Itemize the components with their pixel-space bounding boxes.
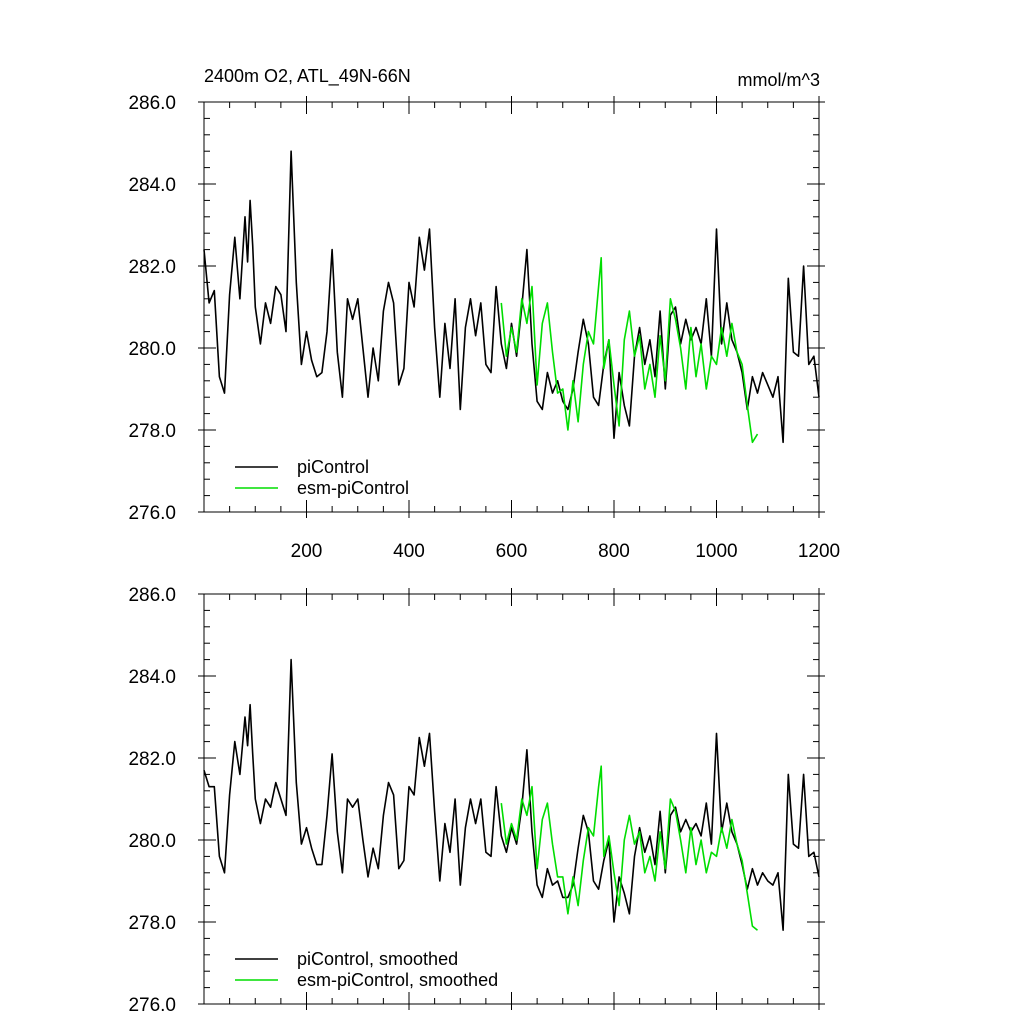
x-tick-label: 1000 [695,541,737,562]
series-line-picontrol [203,150,820,444]
bottom-tick-marks [198,588,825,1010]
y-tick-label: 284.0 [128,667,176,688]
bottom-plot-frame [203,593,820,1005]
y-tick-label: 286.0 [128,585,176,606]
top-series-lines [203,150,820,444]
top-tick-marks [198,96,825,518]
y-tick-label: 278.0 [128,421,176,442]
y-tick-label: 282.0 [128,257,176,278]
y-tick-label: 286.0 [128,93,176,114]
legend-label: esm-piControl [297,478,409,498]
bottom-y-tick-labels: 286.0 284.0 282.0 280.0 278.0 276.0 [128,585,176,1016]
y-tick-label: 276.0 [128,995,176,1016]
legend-label: esm-piControl, smoothed [297,970,498,990]
y-tick-label: 280.0 [128,339,176,360]
x-tick-label: 200 [291,541,323,562]
y-tick-label: 278.0 [128,913,176,934]
top-x-tick-labels: 200 400 600 800 1000 1200 [291,541,840,562]
y-tick-label: 276.0 [128,503,176,524]
bottom-series-lines [203,658,820,932]
bottom-panel: 286.0 284.0 282.0 280.0 278.0 276.0 piControl… [128,585,825,1016]
series-line-esm-picontrol-smoothed [500,765,759,931]
legend-label: piControl [297,457,369,477]
x-tick-label: 1200 [798,541,840,562]
top-panel: 286.0 284.0 282.0 280.0 278.0 276.0 200 400 600… [128,93,840,562]
top-y-tick-labels: 286.0 284.0 282.0 280.0 278.0 276.0 [128,93,176,524]
x-tick-label: 800 [598,541,630,562]
y-tick-label: 280.0 [128,831,176,852]
y-tick-label: 284.0 [128,175,176,196]
x-tick-label: 400 [393,541,425,562]
series-line-esm-picontrol [500,256,759,444]
legend-label: piControl, smoothed [297,949,458,969]
chart-title: 2400m O2, ATL_49N-66N [204,66,411,87]
units-label: mmol/m^3 [738,70,820,90]
y-tick-label: 282.0 [128,749,176,770]
x-tick-label: 600 [496,541,528,562]
series-line-picontrol-smoothed [203,658,820,932]
